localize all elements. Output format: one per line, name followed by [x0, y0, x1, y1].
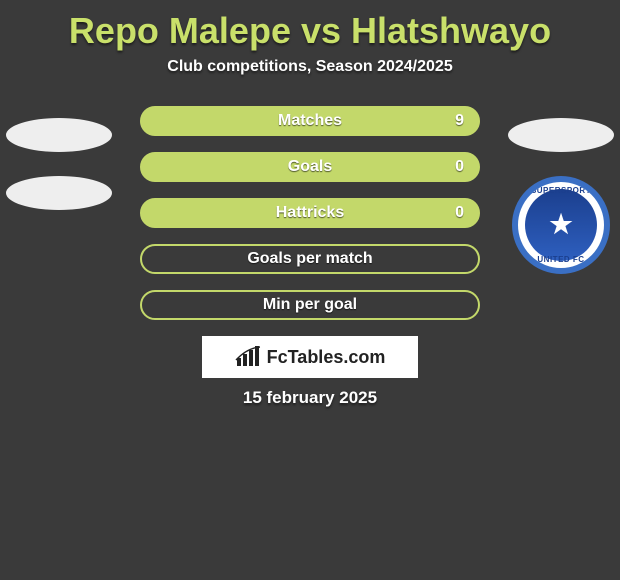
left-side-column [4, 118, 114, 210]
stat-value: 0 [455, 204, 464, 222]
stat-label: Goals [288, 158, 332, 176]
stat-value: 0 [455, 158, 464, 176]
player-photo-placeholder-right [508, 118, 614, 152]
club-name-bottom: UNITED FC [518, 255, 604, 264]
bar-chart-icon [235, 346, 261, 368]
club-name-top: SUPERSPORT [518, 186, 604, 195]
stat-value: 9 [455, 112, 464, 130]
club-badge-star-icon: ★ [549, 213, 572, 236]
stat-row: Min per goal [140, 290, 480, 320]
stat-bar-min-per-goal: Min per goal [140, 290, 480, 320]
stat-row: Matches 9 [140, 106, 480, 136]
stat-label: Min per goal [263, 296, 357, 314]
stat-bar-matches: Matches 9 [140, 106, 480, 136]
right-side-column: SUPERSPORT ★ UNITED FC [506, 118, 616, 274]
page-subtitle: Club competitions, Season 2024/2025 [0, 58, 620, 76]
stat-bar-goals-per-match: Goals per match [140, 244, 480, 274]
brand-text: FcTables.com [267, 347, 386, 368]
stat-bar-goals: Goals 0 [140, 152, 480, 182]
date-text: 15 february 2025 [0, 388, 620, 408]
stat-row: Goals 0 [140, 152, 480, 182]
stat-label: Hattricks [276, 204, 344, 222]
club-badge-right: SUPERSPORT ★ UNITED FC [512, 176, 610, 274]
stat-bar-hattricks: Hattricks 0 [140, 198, 480, 228]
stat-label: Goals per match [247, 250, 372, 268]
stat-row: Hattricks 0 [140, 198, 480, 228]
club-badge-inner: ★ [525, 189, 597, 261]
page-title: Repo Malepe vs Hlatshwayo [0, 0, 620, 58]
stat-label: Matches [278, 112, 342, 130]
club-badge-placeholder-left [6, 176, 112, 210]
player-photo-placeholder-left [6, 118, 112, 152]
brand-badge: FcTables.com [202, 336, 418, 378]
stat-row: Goals per match [140, 244, 480, 274]
